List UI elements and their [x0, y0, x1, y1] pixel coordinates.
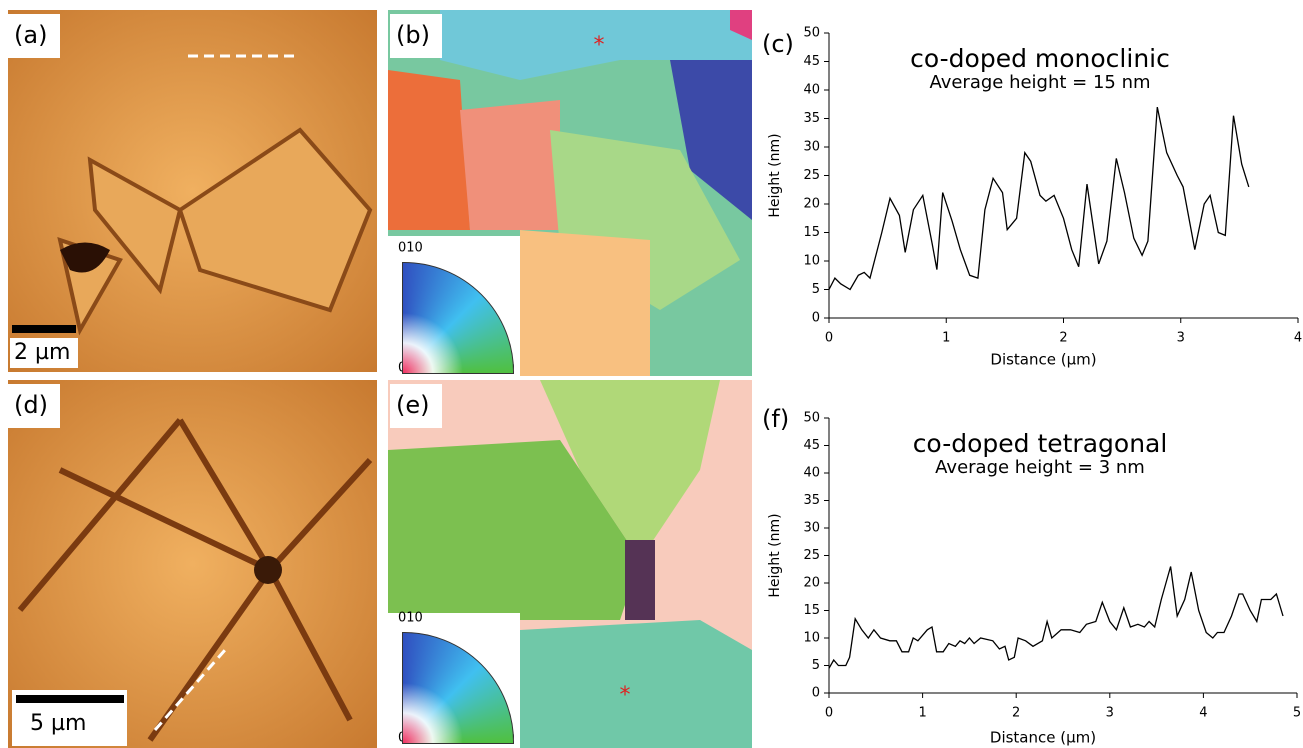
- svg-text:*: *: [620, 683, 631, 708]
- y-tick-label: 15: [803, 603, 820, 618]
- y-tick-label: 20: [803, 197, 820, 212]
- y-tick-label: 10: [803, 631, 820, 646]
- figure-canvas: * * (a)(b)(d)(e)2 µm5 µm0100011000100011…: [0, 0, 1303, 748]
- chart-subtitle: Average height = 3 nm: [935, 457, 1145, 478]
- x-tick-label: 4: [1199, 706, 1207, 721]
- key-label: 010: [398, 611, 423, 626]
- panel-label: 2 µm: [14, 340, 70, 365]
- y-tick-label: 50: [803, 26, 820, 41]
- x-axis-label: Distance (µm): [990, 729, 1096, 747]
- y-tick-label: 10: [803, 254, 820, 269]
- panel-label: (b): [396, 21, 430, 49]
- chart-title: co-doped tetragonal: [913, 429, 1168, 458]
- x-tick-label: 1: [918, 706, 926, 721]
- y-tick-label: 45: [803, 438, 820, 453]
- y-tick-label: 15: [803, 225, 820, 240]
- afm-image-d: [8, 380, 377, 748]
- chart-subtitle: Average height = 15 nm: [929, 72, 1150, 93]
- y-tick-label: 0: [812, 311, 820, 326]
- y-tick-label: 35: [803, 493, 820, 508]
- panel-label: (e): [396, 391, 430, 419]
- x-tick-label: 0: [825, 331, 833, 346]
- x-axis-label: Distance (µm): [990, 351, 1096, 369]
- x-tick-label: 4: [1294, 331, 1302, 346]
- afm-image-a: [8, 10, 377, 372]
- data-line: [829, 107, 1249, 289]
- x-tick-label: 3: [1177, 331, 1185, 346]
- x-tick-label: 5: [1293, 706, 1301, 721]
- y-tick-label: 45: [803, 54, 820, 69]
- y-tick-label: 30: [803, 140, 820, 155]
- svg-text:*: *: [594, 33, 605, 58]
- x-tick-label: 2: [1012, 706, 1020, 721]
- y-tick-label: 0: [812, 686, 820, 701]
- y-axis-label: Height (nm): [767, 133, 783, 217]
- y-axis-label: Height (nm): [767, 513, 783, 597]
- panel-label: (d): [14, 391, 48, 419]
- x-tick-label: 2: [1059, 331, 1067, 346]
- x-tick-label: 3: [1106, 706, 1114, 721]
- x-tick-label: 0: [825, 706, 833, 721]
- figure: * * (a)(b)(d)(e)2 µm5 µm0100011000100011…: [0, 0, 1303, 748]
- panel-label: (a): [14, 21, 47, 49]
- panel-label: (f): [762, 405, 789, 433]
- y-tick-label: 5: [812, 658, 820, 673]
- data-line: [829, 567, 1283, 669]
- y-tick-label: 35: [803, 111, 820, 126]
- y-tick-label: 40: [803, 83, 820, 98]
- y-tick-label: 50: [803, 411, 820, 426]
- y-tick-label: 25: [803, 548, 820, 563]
- y-tick-label: 25: [803, 168, 820, 183]
- y-tick-label: 40: [803, 466, 820, 481]
- x-tick-label: 1: [942, 331, 950, 346]
- key-label: 010: [398, 241, 423, 256]
- chart-title: co-doped monoclinic: [910, 44, 1170, 73]
- y-tick-label: 30: [803, 521, 820, 536]
- scale-bar-label: 5 µm: [30, 711, 86, 736]
- y-tick-label: 5: [812, 282, 820, 297]
- panel-label: (c): [762, 30, 794, 58]
- y-tick-label: 20: [803, 576, 820, 591]
